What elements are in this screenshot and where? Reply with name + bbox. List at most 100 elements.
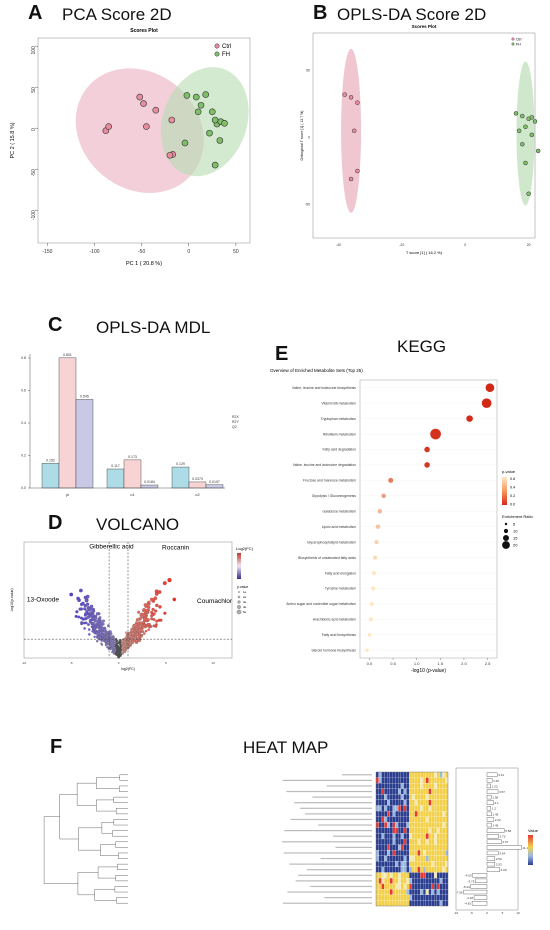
volcano-point [120,642,123,645]
heat-cell [403,889,407,895]
heat-cell [387,850,390,856]
panel-title-f: HEAT MAP [243,738,329,757]
size-legend-label: 20 [513,543,518,548]
heat-cell [425,811,429,817]
heat-cell [398,811,401,817]
heat-cell [423,811,426,817]
heat-cell [414,838,418,845]
heat-cell [392,811,396,817]
dendrogram-branch [77,872,99,896]
heat-cell [400,771,404,778]
volcano-point [146,605,151,609]
heat-cell [442,822,446,828]
pathway-point [375,524,381,529]
fc-bar [472,873,488,878]
heat-cell [417,861,421,867]
volcano-point [122,651,125,654]
fc-bar [486,794,492,800]
volcano-point [103,632,107,635]
heat-cell [411,777,415,784]
heat-cell [406,878,410,884]
fc-bar [486,834,499,839]
fh-point [194,108,202,116]
heat-cell [445,872,449,879]
heat-cell [403,816,407,823]
heat-cell [406,889,410,895]
heat-cell [411,816,415,823]
ctrl-point [355,100,360,105]
heat-cell [428,844,432,851]
volcano-point [140,627,144,631]
fh-point [211,161,219,169]
volcano-point [113,640,117,643]
p-legend-marker [237,600,241,604]
heat-cell [406,900,410,907]
dendrogram-branch [117,863,128,870]
fh-ellipse [516,61,535,206]
heat-cell [445,771,449,778]
heat-cell [392,833,396,840]
fc-bar [471,901,488,906]
heat-cell [378,816,382,823]
y-tick-label: 50 [31,87,37,93]
y-tick-label: 0.8 [21,356,26,360]
heat-cell [398,771,401,778]
heat-cell [381,838,385,845]
heat-cell [445,855,449,862]
heat-cell [378,783,382,789]
heat-cell [403,855,407,862]
heat-cell [414,861,418,867]
heat-cell [423,805,426,812]
pathway-label: Fructose and mannose metabolism [303,479,356,483]
pathway-point [373,555,378,560]
fc-bar-value: 2.22 [495,818,501,822]
heat-cell [406,771,410,778]
heat-cell [423,861,426,867]
p-legend-label: 5e [243,610,247,614]
heat-cell [398,833,401,840]
volcano-point [110,642,113,645]
heat-cell [439,838,443,845]
heat-cell [398,822,401,828]
heat-cell [423,799,426,806]
heat-cell [375,861,379,867]
volcano-point [120,649,123,652]
heat-cell [375,878,379,884]
ctrl-point [152,106,160,114]
heat-cell [406,783,410,789]
heat-cell [434,900,437,907]
heat-cell [431,771,435,778]
heat-cell [417,889,421,895]
coumachlor-label: Coumachlor [197,598,233,605]
volcano-point [103,628,106,632]
dendrogram-branch [113,819,128,826]
heat-cell [381,872,385,879]
dendrogram-branch [59,794,79,840]
volcano-point [97,632,101,635]
heat-cell [406,822,410,828]
bar-value-label: 0.0373 [192,477,203,481]
heat-cell [420,838,424,845]
heat-cell [439,894,443,901]
fh-point [206,129,213,137]
heat-cell [375,816,379,823]
heat-cell [414,777,418,784]
heat-cell [439,771,443,778]
heat-cell [431,861,435,867]
row-dendrogram [43,774,128,904]
pathway-point [377,509,383,514]
heat-cell [406,788,410,795]
panel-title-a: PCA Score 2D [62,5,172,24]
heat-cell [392,900,396,907]
heat-cell [445,861,449,867]
heat-cell [439,878,443,884]
heat-cell [428,861,432,867]
heat-cell [442,861,446,867]
heat-legend-bar [528,835,533,865]
fh-point [526,191,531,197]
heat-cell [445,894,449,901]
heat-cell [395,866,399,873]
fc-bar-value: 3.57 [499,790,505,794]
fc-bar [475,878,488,884]
heat-cell [439,889,443,895]
